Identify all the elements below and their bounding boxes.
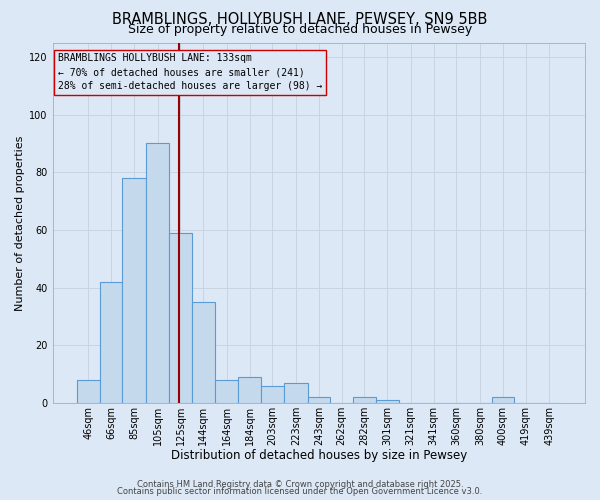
Text: BRAMBLINGS HOLLYBUSH LANE: 133sqm
← 70% of detached houses are smaller (241)
28%: BRAMBLINGS HOLLYBUSH LANE: 133sqm ← 70% …: [58, 54, 322, 92]
Bar: [122, 178, 146, 403]
Bar: [353, 398, 376, 403]
Y-axis label: Number of detached properties: Number of detached properties: [15, 135, 25, 310]
Bar: [191, 302, 215, 403]
Text: Contains public sector information licensed under the Open Government Licence v3: Contains public sector information licen…: [118, 488, 482, 496]
Text: Contains HM Land Registry data © Crown copyright and database right 2025.: Contains HM Land Registry data © Crown c…: [137, 480, 463, 489]
Bar: [491, 398, 514, 403]
Bar: [284, 383, 308, 403]
Bar: [169, 233, 191, 403]
Bar: [215, 380, 238, 403]
Bar: [238, 377, 261, 403]
Bar: [77, 380, 100, 403]
Bar: [146, 144, 169, 403]
Text: Size of property relative to detached houses in Pewsey: Size of property relative to detached ho…: [128, 22, 472, 36]
X-axis label: Distribution of detached houses by size in Pewsey: Distribution of detached houses by size …: [170, 450, 467, 462]
Bar: [376, 400, 399, 403]
Text: BRAMBLINGS, HOLLYBUSH LANE, PEWSEY, SN9 5BB: BRAMBLINGS, HOLLYBUSH LANE, PEWSEY, SN9 …: [112, 12, 488, 28]
Bar: [308, 398, 330, 403]
Bar: [261, 386, 284, 403]
Bar: [100, 282, 122, 403]
